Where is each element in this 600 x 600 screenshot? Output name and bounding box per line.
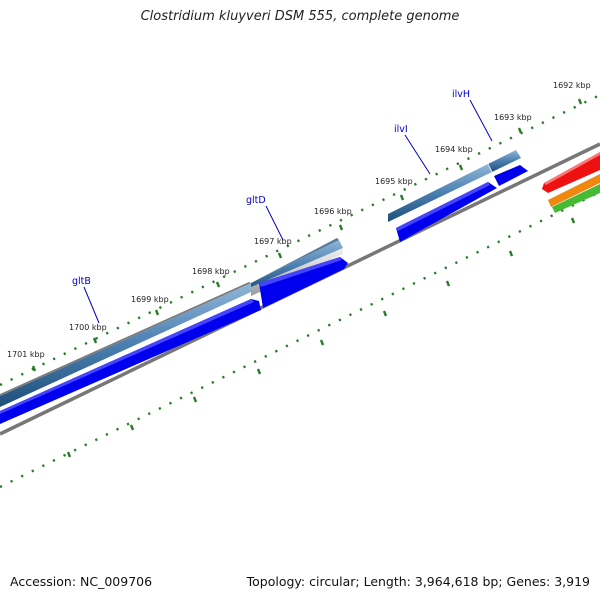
ruler-label-1701: 1701 kbp (7, 350, 45, 359)
ruler-label-1699: 1699 kbp (131, 295, 169, 304)
gene-label-ilvH: ilvH (452, 89, 470, 100)
outer-ruler-track (0, 94, 599, 387)
leader-gltD (265, 205, 284, 241)
cds-arrow-ilvH[interactable] (494, 165, 528, 186)
major-ticks (31, 98, 583, 372)
ruler-label-1700: 1700 kbp (69, 323, 107, 332)
inner-ruler-track (0, 191, 599, 489)
ruler-label-1694: 1694 kbp (435, 145, 473, 154)
gene-label-gltD: gltD (246, 195, 266, 206)
inner-major-ticks (66, 217, 576, 458)
cds-arrow-gltB[interactable] (0, 299, 261, 424)
feature-stripes (542, 152, 600, 213)
feature-green[interactable] (552, 184, 600, 213)
gene-ilvH[interactable] (488, 150, 521, 172)
cds-track (0, 165, 528, 424)
leader-ilvH (469, 99, 493, 142)
ruler-label-1692: 1692 kbp (553, 81, 591, 90)
ruler-label-1697: 1697 kbp (254, 237, 292, 246)
ruler-label-1696: 1696 kbp (314, 207, 352, 216)
ruler-labels: 1692 kbp 1693 kbp 1694 kbp 1695 kbp 1696… (7, 81, 591, 359)
accession-label: Accession: NC_009706 (10, 574, 153, 589)
gene-gltB[interactable] (0, 283, 251, 407)
map-title: Clostridium kluyveri DSM 555, complete g… (140, 9, 460, 24)
gene-label-ilvI: ilvI (394, 124, 408, 135)
leader-ilvI (404, 134, 431, 175)
feature-orange[interactable] (548, 174, 600, 207)
ruler-label-1695: 1695 kbp (375, 177, 413, 186)
cds-arrow-gltD[interactable] (259, 257, 348, 308)
gene-ilvI[interactable] (388, 164, 492, 222)
cds-arrow-ilvI[interactable] (396, 182, 497, 242)
ruler-label-1693: 1693 kbp (494, 113, 532, 122)
ruler-label-1698: 1698 kbp (192, 267, 230, 276)
gene-labels: ilvH ilvI gltD gltB (72, 89, 493, 324)
gene-label-gltB: gltB (72, 276, 91, 287)
topology-summary: Topology: circular; Length: 3,964,618 bp… (246, 574, 590, 589)
leader-gltB (83, 286, 100, 324)
